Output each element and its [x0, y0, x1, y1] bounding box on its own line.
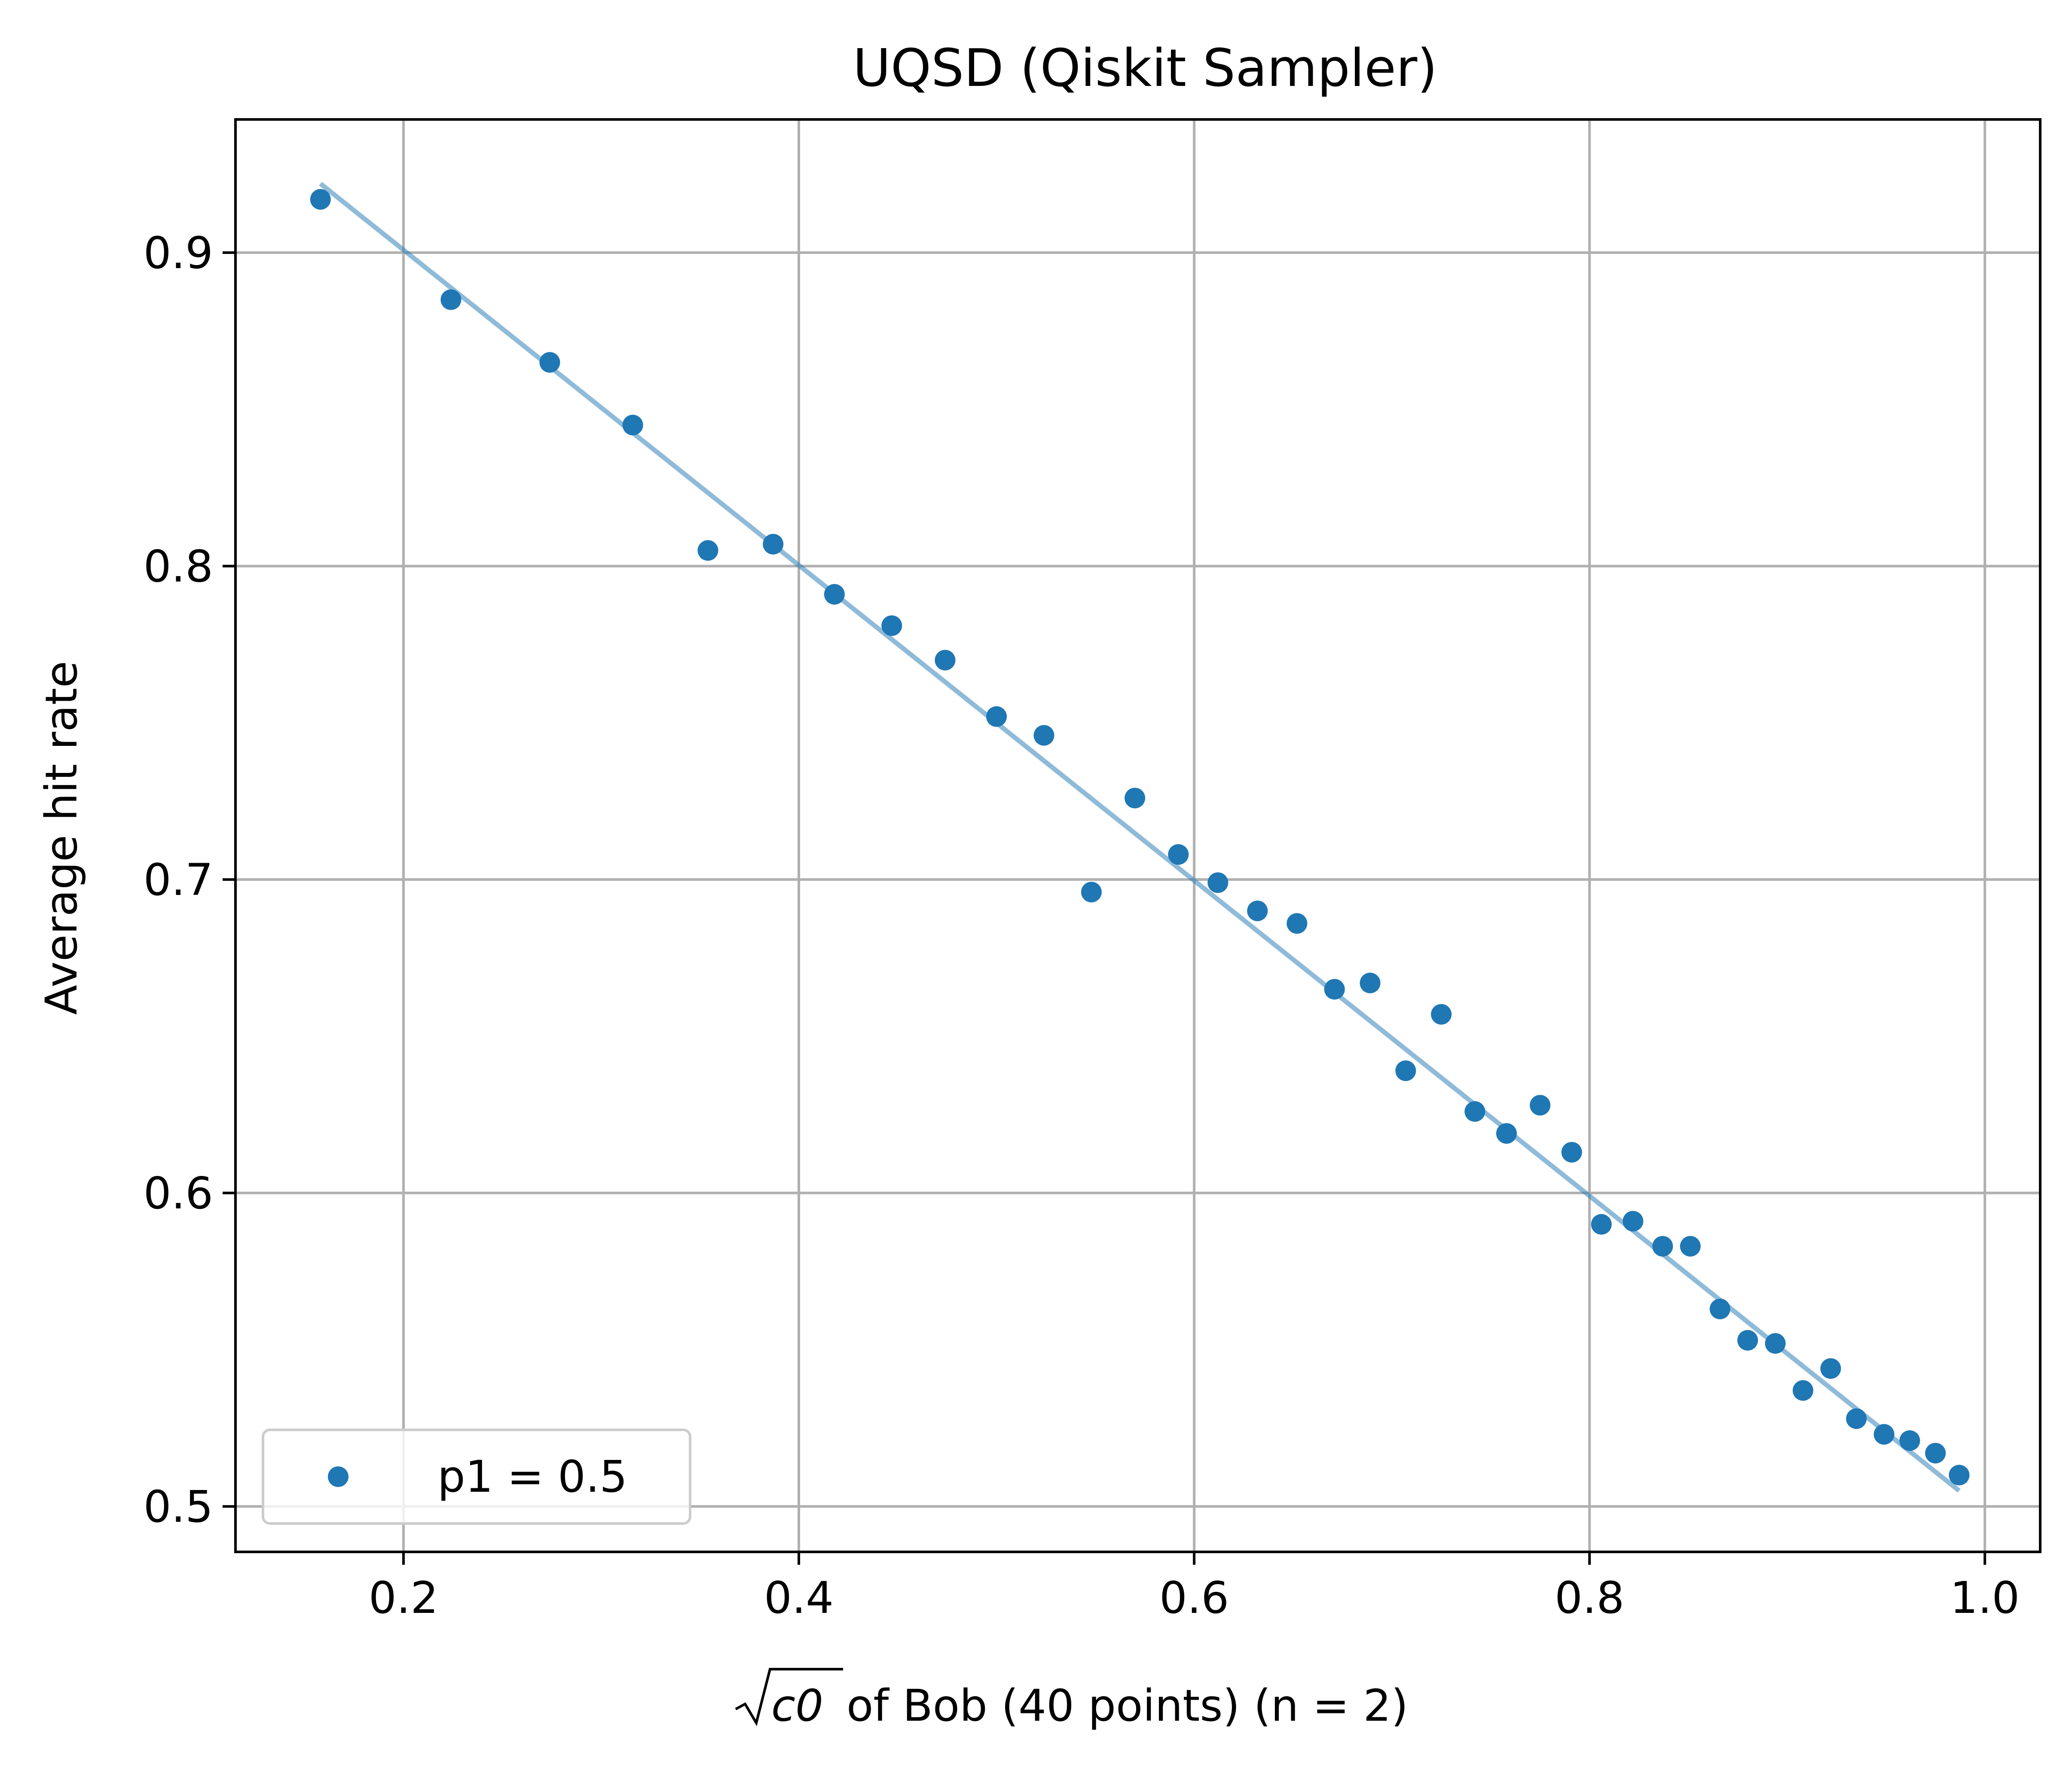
y-tick-label: 0.5 — [144, 1481, 213, 1533]
x-tick-label: 0.8 — [1555, 1572, 1624, 1624]
data-point — [697, 540, 718, 561]
data-point — [1360, 972, 1381, 993]
x-tick-label: 0.2 — [369, 1572, 438, 1624]
legend-box — [262, 1429, 691, 1525]
data-point — [1820, 1358, 1841, 1379]
plot-area: 0.2 0.4 0.6 0.8 1.0 0.5 0.6 0.7 0.8 0.9 p1 = 0.5 — [144, 118, 2041, 1624]
x-tick-label: 0.6 — [1159, 1572, 1229, 1624]
data-point — [1623, 1211, 1644, 1232]
x-tick-label: 1.0 — [1950, 1572, 2020, 1624]
legend-marker — [328, 1466, 348, 1487]
data-point — [1949, 1465, 1970, 1486]
data-point — [440, 289, 461, 310]
sqrt-symbol — [735, 1668, 843, 1726]
data-point — [1125, 788, 1146, 809]
data-point — [935, 650, 956, 671]
chart-title: UQSD (Qiskit Sampler) — [853, 39, 1437, 98]
data-point — [539, 352, 560, 373]
data-point — [622, 415, 643, 436]
data-point — [1464, 1101, 1485, 1122]
data-point — [881, 615, 902, 636]
data-point — [1792, 1380, 1813, 1401]
data-point — [1709, 1298, 1730, 1319]
plot-frame — [234, 118, 2041, 1553]
data-point — [310, 189, 331, 210]
legend-label: p1 = 0.5 — [437, 1451, 627, 1502]
y-axis-label: Average hit rate — [36, 661, 87, 1015]
data-point — [1496, 1123, 1517, 1144]
data-point — [1530, 1095, 1551, 1116]
data-point — [1207, 872, 1229, 893]
y-tick-label: 0.9 — [144, 228, 213, 279]
data-point — [1591, 1214, 1612, 1235]
data-point — [763, 534, 784, 555]
data-point — [1652, 1236, 1673, 1257]
data-point — [1765, 1333, 1786, 1354]
data-point — [1846, 1408, 1867, 1429]
data-point — [1247, 901, 1268, 922]
data-point — [1081, 882, 1102, 903]
y-tick-label: 0.7 — [144, 855, 213, 906]
data-point — [1899, 1430, 1920, 1451]
x-axis-label-text: of Bob (40 points) (n = 2) — [847, 1680, 1408, 1731]
x-axis-label-radicand: c0 — [771, 1680, 823, 1731]
y-tick-label: 0.8 — [144, 541, 213, 592]
x-tick-label: 0.4 — [764, 1572, 834, 1624]
data-point — [1561, 1142, 1582, 1163]
data-point — [1680, 1236, 1701, 1257]
y-tick-label: 0.6 — [144, 1168, 213, 1219]
data-point — [1033, 725, 1054, 746]
data-point — [1395, 1060, 1416, 1081]
data-point — [824, 584, 845, 605]
data-point — [1168, 844, 1189, 865]
data-point — [1324, 979, 1345, 1000]
data-point — [1873, 1424, 1895, 1445]
data-point — [1431, 1004, 1452, 1025]
fit-line — [319, 182, 1961, 1493]
data-point — [986, 706, 1007, 727]
data-point — [1925, 1443, 1946, 1464]
x-axis-label: c0 of Bob (40 points) (n = 2) — [735, 1668, 1408, 1731]
data-point — [1287, 913, 1308, 934]
data-point — [1737, 1330, 1758, 1351]
